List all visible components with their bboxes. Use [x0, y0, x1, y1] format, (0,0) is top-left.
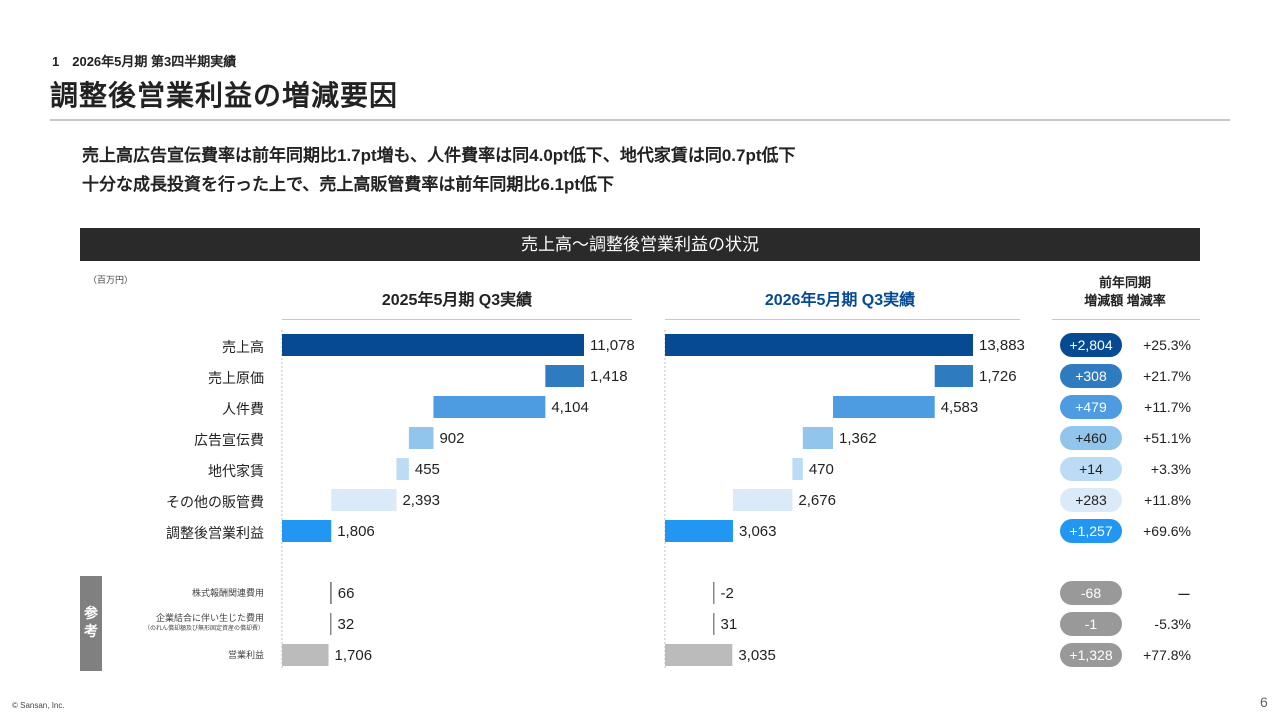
fy2026-ref-bar-1: [713, 613, 715, 635]
change-rate-3: +51.1%: [1143, 430, 1191, 446]
change-amount-pill-0: +2,804: [1060, 333, 1122, 357]
fy2025-value-2: 4,104: [551, 399, 589, 416]
fy2025-value-5: 2,393: [402, 492, 440, 509]
fy2026-value-3: 1,362: [839, 430, 877, 447]
fy2025-bar-6: [282, 520, 332, 542]
change-header-underline: [1052, 319, 1200, 320]
fy2026-bar-0: [665, 334, 973, 356]
fy2025-bar-2: [433, 396, 546, 418]
fy2025-bar-5: [331, 489, 397, 511]
fy2025-header: 2025年5月期 Q3実績: [381, 292, 533, 309]
ref-change-rate-1: -5.3%: [1154, 616, 1191, 632]
title-divider: [50, 119, 1230, 121]
change-rate-4: +3.3%: [1150, 461, 1191, 477]
ref-label-operating-profit: 営業利益: [227, 650, 264, 660]
row-label-other-sga: その他の販管費: [166, 494, 264, 510]
fy2025-bar-0: [282, 334, 584, 356]
fy2025-ref-value-2: 1,706: [335, 647, 373, 664]
change-amount-pill-6: +1,257: [1060, 519, 1122, 543]
fy2025-value-0: 11,078: [590, 337, 635, 354]
change-rate-2: +11.7%: [1144, 399, 1191, 415]
fy2026-ref-bar-2: [665, 644, 733, 666]
change-header-line1: 前年同期: [1098, 275, 1151, 290]
fy2026-bar-2: [833, 396, 935, 418]
fy2026-value-2: 4,583: [941, 399, 979, 416]
fy2025-value-6: 1,806: [337, 523, 375, 540]
fy2025-bar-1: [545, 365, 584, 387]
fy2025-ref-value-0: 66: [338, 585, 355, 602]
row-label-cogs: 売上原価: [208, 370, 264, 386]
fy2026-value-4: 470: [809, 461, 834, 478]
ref-change-amount-pill-1: -1: [1060, 612, 1122, 636]
fy2025-bar-4: [396, 458, 409, 480]
fy2026-bar-4: [792, 458, 803, 480]
fy2026-bar-3: [802, 427, 834, 449]
change-rate-5: +11.8%: [1144, 492, 1191, 508]
row-label-advertising: 広告宣伝費: [194, 432, 264, 448]
fy2026-value-6: 3,063: [739, 523, 777, 540]
fy2025-value-1: 1,418: [590, 368, 628, 385]
fy2026-header-underline: [665, 319, 1020, 320]
fy2025-bar-3: [408, 427, 434, 449]
fy2025-ref-bar-2: [282, 644, 329, 666]
page-title: 調整後営業利益の増減要因: [50, 80, 399, 111]
unit-label: （百万円）: [88, 275, 134, 285]
ref-label-stock-comp: 株式報酬関連費用: [191, 588, 264, 598]
page-number: 6: [1260, 694, 1268, 710]
change-rate-0: +25.3%: [1143, 337, 1191, 353]
change-amount-pill-1: +308: [1060, 364, 1122, 388]
row-label-rent: 地代家賃: [208, 463, 264, 479]
ref-label-business-combination: 企業結合に伴い生じた費用 （のれん償却額及び無形固定資産の償却費）: [84, 613, 264, 635]
section-label: 1 2026年5月期 第3四半期実績: [52, 54, 237, 69]
fy2025-ref-bar-0: [330, 582, 332, 604]
row-label-adjusted-op: 調整後営業利益: [166, 525, 264, 541]
fy2026-ref-value-1: 31: [721, 616, 738, 633]
fy2026-value-1: 1,726: [979, 368, 1017, 385]
change-rate-6: +69.6%: [1143, 523, 1191, 539]
ref-change-rate-0: ー: [1177, 587, 1191, 603]
fy2026-ref-bar-0: [713, 582, 715, 604]
reference-box: 参考: [80, 576, 102, 671]
change-amount-pill-5: +283: [1060, 488, 1122, 512]
change-header-line2: 増減額 増減率: [1084, 293, 1166, 308]
fy2026-header: 2026年5月期 Q3実績: [764, 292, 916, 309]
key-message-2: 十分な成長投資を行った上で、売上高販管費率は前年同期比6.1pt低下: [82, 175, 614, 194]
change-amount-pill-4: +14: [1060, 457, 1122, 481]
change-rate-1: +21.7%: [1143, 368, 1191, 384]
chart-banner: 売上高～調整後営業利益の状況: [80, 228, 1200, 261]
ref-change-amount-pill-2: +1,328: [1060, 643, 1122, 667]
fy2025-header-underline: [282, 319, 632, 320]
fy2026-bar-1: [934, 365, 973, 387]
fy2025-ref-bar-1: [330, 613, 332, 635]
ref-label-business-combination-note: （のれん償却額及び無形固定資産の償却費）: [143, 626, 264, 632]
row-label-sales: 売上高: [222, 339, 264, 355]
change-amount-pill-2: +479: [1060, 395, 1122, 419]
fy2025-value-4: 455: [415, 461, 440, 478]
ref-change-amount-pill-0: -68: [1060, 581, 1122, 605]
fy2026-bar-6: [665, 520, 733, 542]
ref-label-business-combination-text: 企業結合に伴い生じた費用: [155, 613, 264, 623]
fy2026-value-5: 2,676: [798, 492, 836, 509]
fy2025-value-3: 902: [439, 430, 464, 447]
fy2026-bar-5: [733, 489, 793, 511]
key-message-1: 売上高広告宣伝費率は前年同期比1.7pt増も、人件費率は同4.0pt低下、地代家…: [82, 146, 796, 165]
fy2026-value-0: 13,883: [979, 337, 1025, 354]
fy2026-ref-value-2: 3,035: [738, 647, 776, 664]
row-label-personnel: 人件費: [222, 401, 264, 417]
copyright: © Sansan, Inc.: [12, 701, 65, 710]
fy2025-ref-value-1: 32: [338, 616, 355, 633]
change-amount-pill-3: +460: [1060, 426, 1122, 450]
ref-change-rate-2: +77.8%: [1143, 647, 1191, 663]
fy2026-ref-value-0: -2: [721, 585, 734, 602]
